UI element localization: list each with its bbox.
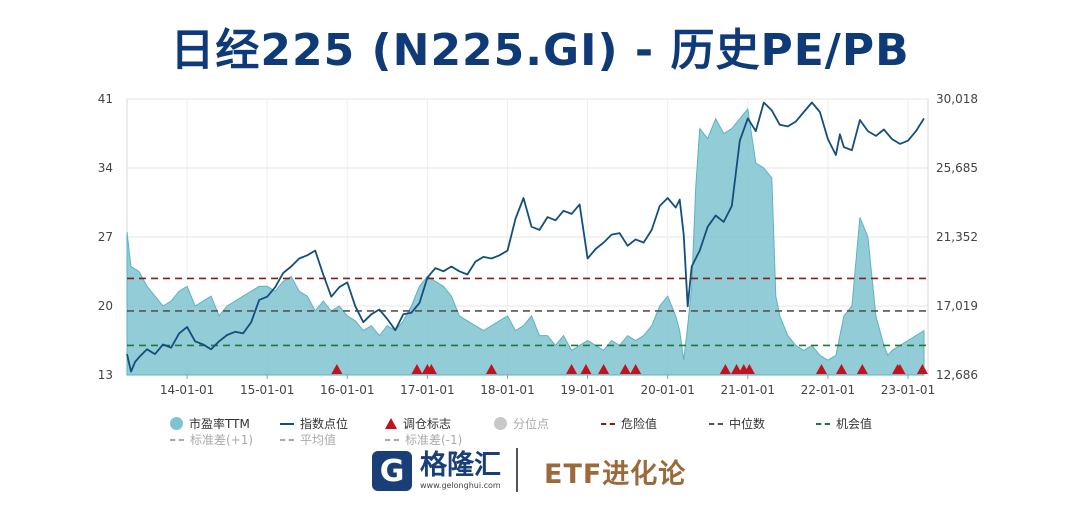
rebalance-marker [815,364,827,374]
legend-label: 市盈率TTM [189,417,250,431]
rebalance-marker [485,364,497,374]
legend-label: 中位数 [729,417,766,431]
brand-name: ETF进化论 [544,459,687,490]
legend-item-index[interactable]: 指数点位 [280,415,385,432]
danger-legend-dash-icon [601,422,615,425]
legend-row-1: 市盈率TTM 指数点位 调仓标志 分位点 危险值 中位数 机会值 [170,415,926,432]
gelonghui-logo: G 格隆汇 www.gelonghui.com [372,447,501,495]
x-tick-label: 19-01-01 [560,383,614,397]
x-tick-label: 20-01-01 [640,383,694,397]
rebalance-marker [856,364,868,374]
x-tick-label: 23-01-01 [881,383,935,397]
rebalance-marker [835,364,847,374]
rebalance-marker [894,364,906,374]
pe-chart: 41 34 27 20 13 30,018 25,685 21,352 17,019 12,686… [98,92,978,397]
rebalance-marker [719,364,731,374]
pe-legend-dot-icon [170,417,183,430]
pe-area-series [126,107,925,376]
sd_minus-legend-dash-icon [385,438,399,441]
x-tick-label: 18-01-01 [480,383,534,397]
x-tick-label: 14-01-01 [160,383,214,397]
x-tick-label: 16-01-01 [320,383,374,397]
y-left-tick-label: 41 [98,92,113,106]
x-tick-label: 17-01-01 [400,383,454,397]
y-left-tick-label: 20 [98,299,113,313]
legend-label: 指数点位 [300,417,349,431]
legend-item-marker[interactable]: 调仓标志 [385,415,494,432]
legend-item-pe[interactable]: 市盈率TTM [170,415,280,432]
legend-item-quantile[interactable]: 分位点 [494,415,601,432]
legend-item-median[interactable]: 中位数 [709,415,816,432]
y-left-tick-label: 27 [98,230,113,244]
index-legend-line-icon [280,422,294,425]
y-right-tick-label: 12,686 [936,368,978,382]
rebalance-marker [916,364,928,374]
mean-legend-dash-icon [280,438,294,441]
x-tick-label: 21-01-01 [721,383,775,397]
y-right-tick-label: 21,352 [936,230,978,244]
logo-name: 格隆汇 [420,450,501,481]
legend-item-opp[interactable]: 机会值 [816,415,926,432]
legend-item-mean[interactable]: 平均值 [280,431,385,448]
y-right-tick-label: 30,018 [936,92,978,106]
legend-item-sd_minus[interactable]: 标准差(-1) [385,431,515,448]
index-line-series [126,101,925,373]
median-legend-dash-icon [709,422,723,425]
logo-g-icon: G [372,451,412,491]
rebalance-marker [331,364,343,374]
page-title: 日经225 (N225.GI) - 历史PE/PB [170,25,910,76]
rebalance-marker [731,364,743,374]
legend-label: 标准差(+1) [190,433,254,447]
rebalance-marker [743,364,755,374]
rebalance-legend-triangle-icon [385,418,397,429]
logo-url: www.gelonghui.com [420,481,501,490]
y-right-tick-label: 25,685 [936,161,978,175]
legend-row-2: 标准差(+1) 平均值 标准差(-1) [170,431,515,448]
rebalance-marker [411,364,423,374]
legend-item-sd_plus[interactable]: 标准差(+1) [170,431,280,448]
legend-label: 标准差(-1) [405,433,463,447]
x-tick-label: 15-01-01 [240,383,294,397]
opp-legend-dash-icon [816,422,830,425]
rebalance-marker [598,364,610,374]
legend-label: 调仓标志 [403,417,452,431]
legend-label: 分位点 [513,417,550,431]
quantile-legend-dot-icon [494,417,507,430]
legend-label: 机会值 [836,417,873,431]
rebalance-marker [566,364,578,374]
y-left-tick-label: 13 [98,368,113,382]
rebalance-marker [425,364,437,374]
y-right-tick-label: 17,019 [936,299,978,313]
footer-divider [516,448,518,492]
y-left-tick-label: 34 [98,161,113,175]
legend-item-danger[interactable]: 危险值 [601,415,709,432]
sd_plus-legend-dash-icon [170,438,184,441]
x-tick-label: 22-01-01 [801,383,855,397]
rebalance-marker [630,364,642,374]
legend-label: 平均值 [300,433,337,447]
legend-label: 危险值 [621,417,658,431]
rebalance-marker [619,364,631,374]
rebalance-marker [580,364,592,374]
